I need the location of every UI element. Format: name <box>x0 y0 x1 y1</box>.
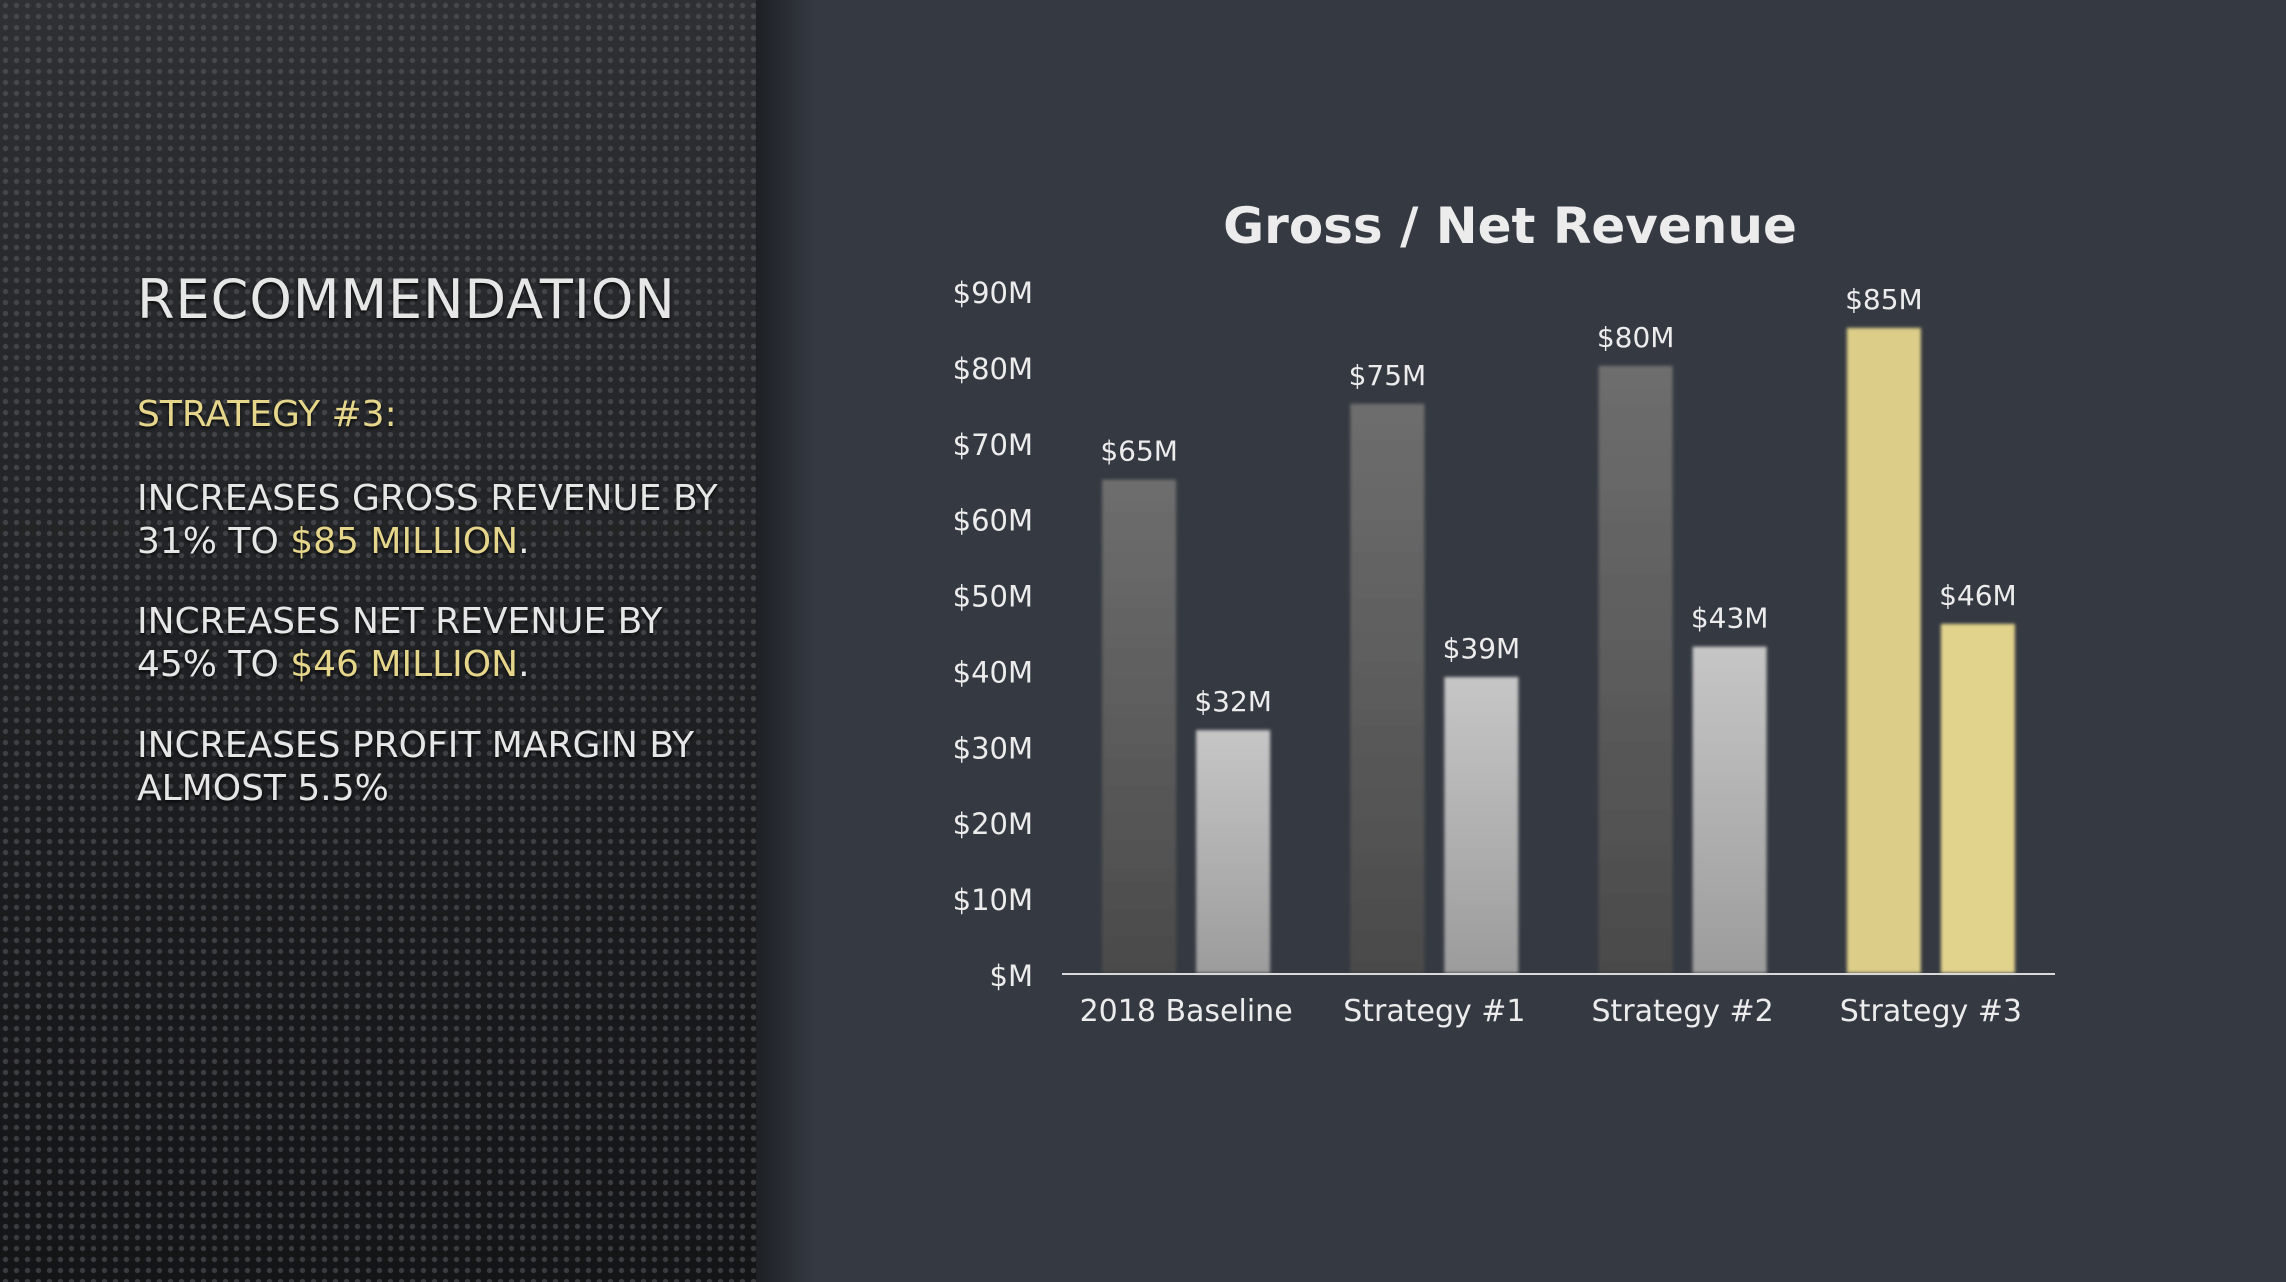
y-tick-label: $80M <box>953 352 1033 386</box>
data-label-net-2: $43M <box>1691 602 1769 635</box>
data-label-net-1: $39M <box>1443 632 1521 665</box>
y-tick-label: $20M <box>953 807 1033 841</box>
bullet-text: INCREASES PROFIT MARGIN BY ALMOST 5.5% <box>137 725 695 809</box>
bullet-text: INCREASES GROSS REVENUE BY 31% TO <box>137 478 718 562</box>
bar-net-2 <box>1692 646 1767 973</box>
bar-gross-0 <box>1102 479 1177 973</box>
bullet-gross-revenue: INCREASES GROSS REVENUE BY 31% TO $85 MI… <box>137 477 727 563</box>
y-tick-label: $10M <box>953 883 1033 917</box>
bar-net-3 <box>1940 623 2015 973</box>
bullet-text: INCREASES NET REVENUE BY 45% TO <box>137 601 663 685</box>
bar-gross-2 <box>1598 365 1673 973</box>
data-label-net-3: $46M <box>1939 579 2017 612</box>
data-label-gross-0: $65M <box>1100 435 1178 468</box>
bar-gross-1 <box>1350 403 1425 973</box>
y-tick-label: $30M <box>953 731 1033 765</box>
y-tick-label: $70M <box>953 428 1033 462</box>
left-panel <box>0 0 756 1282</box>
x-tick-label: 2018 Baseline <box>1080 994 1293 1029</box>
chart-title: Gross / Net Revenue <box>1223 197 1797 255</box>
y-tick-label: $90M <box>953 276 1033 310</box>
bullet-profit-margin: INCREASES PROFIT MARGIN BY ALMOST 5.5% <box>137 724 727 810</box>
panel-divider-shadow <box>756 0 816 1282</box>
y-tick-label: $M <box>990 959 1033 993</box>
x-tick-label: Strategy #3 <box>1840 994 2022 1029</box>
x-axis: 2018 Baseline Strategy #1 Strategy #2 Strat… <box>1062 973 2055 1029</box>
x-tick-label: Strategy #1 <box>1343 994 1525 1029</box>
data-label-gross-1: $75M <box>1349 359 1427 392</box>
x-tick-label: Strategy #2 <box>1591 994 1773 1029</box>
bar-gross-3 <box>1846 327 1921 973</box>
data-label-gross-2: $80M <box>1597 321 1675 354</box>
slide-title: RECOMMENDATION <box>137 268 676 331</box>
bars <box>1102 327 2015 973</box>
bar-net-1 <box>1444 677 1519 973</box>
bar-net-0 <box>1196 730 1271 973</box>
bullet-net-revenue: INCREASES NET REVENUE BY 45% TO $46 MILL… <box>137 600 727 686</box>
bullet-punct: . <box>518 644 530 685</box>
y-tick-label: $50M <box>953 580 1033 614</box>
data-label-gross-3: $85M <box>1845 283 1923 316</box>
data-labels: $65M $32M $75M $39M $80M $43M $85M $46M <box>1100 283 2016 718</box>
data-label-net-0: $32M <box>1194 685 1272 718</box>
y-tick-label: $40M <box>953 655 1033 689</box>
bullet-punct: . <box>518 521 530 562</box>
y-axis: $M $10M $20M $30M $40M $50M $60M $70M $80M $90M <box>953 276 1033 993</box>
y-tick-label: $60M <box>953 504 1033 538</box>
bullet-highlight: $85 MILLION <box>290 521 519 562</box>
strategy-subheading: STRATEGY #3: <box>137 394 397 435</box>
bullet-highlight: $46 MILLION <box>290 644 519 685</box>
